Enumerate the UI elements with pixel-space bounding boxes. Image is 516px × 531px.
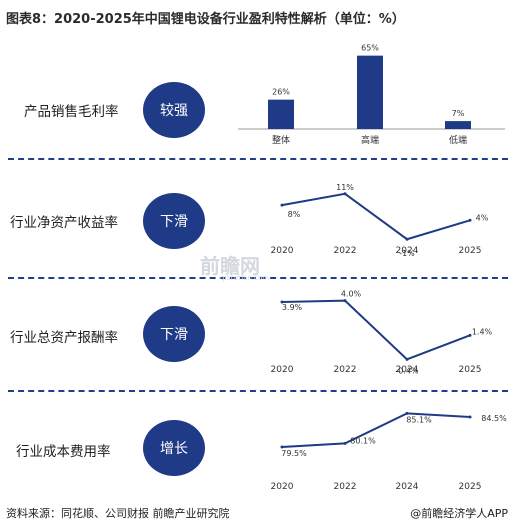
line-tick-label-3-3: 2025 [459, 482, 482, 492]
line-tick-label-1-3: 2025 [459, 246, 482, 256]
line-point-3-2 [405, 411, 409, 415]
line-point-1-1 [343, 192, 347, 196]
bar-2 [445, 121, 471, 129]
row-label-gross-margin: 产品销售毛利率 [24, 104, 119, 120]
bar-1 [357, 55, 383, 130]
line-tick-label-3-0: 2020 [271, 482, 294, 492]
line-point-3-3 [468, 415, 472, 419]
line-tick-label-1-2: 2024 [396, 246, 419, 256]
line-value-label-3-2: 85.1% [406, 415, 432, 424]
line-value-label-1-1: 11% [336, 183, 354, 192]
line-point-1-0 [280, 203, 284, 207]
line-tick-label-2-3: 2025 [459, 365, 482, 375]
bar-category-label-1: 高端 [361, 134, 379, 146]
line-series-3 [281, 412, 471, 448]
line-point-1-3 [468, 218, 472, 222]
brand-mark: @前瞻经济学人APP [410, 507, 508, 520]
line-value-label-2-3: 1.4% [472, 327, 493, 336]
line-value-label-1-0: 8% [288, 210, 301, 219]
line-point-2-1 [343, 299, 347, 303]
line-value-label-1-3: 4% [476, 213, 489, 222]
divider [8, 390, 508, 392]
watermark-logo: 前瞻网 [200, 254, 260, 278]
source-note: 资料来源：同花顺、公司财报 前瞻产业研究院 [6, 507, 230, 520]
line-point-1-2 [405, 237, 409, 241]
line-value-label-2-2: -0.4% [395, 366, 419, 375]
tag-gross-margin: 较强 [143, 82, 205, 138]
line-point-3-1 [343, 441, 347, 445]
divider [8, 277, 508, 279]
tag-roe: 下滑 [143, 193, 205, 249]
bar-category-label-0: 整体 [272, 134, 290, 146]
bar-value-label-2: 7% [452, 109, 465, 118]
line-value-label-3-1: 80.1% [350, 436, 376, 445]
line-point-2-3 [468, 333, 472, 337]
line-value-label-3-0: 79.5% [281, 449, 307, 458]
chart-title: 图表8：2020-2025年中国锂电设备行业盈利特性解析（单位：%） [6, 12, 405, 27]
line-value-label-1-2: -1% [399, 249, 415, 258]
divider [8, 158, 508, 160]
line-value-label-3-3: 84.5% [481, 414, 507, 423]
line-point-2-0 [280, 300, 284, 304]
bar-value-label-0: 26% [272, 88, 290, 97]
line-tick-label-3-1: 2022 [334, 482, 357, 492]
tag-cost-rate: 增长 [143, 420, 205, 476]
line-series-1 [281, 192, 471, 241]
line-series-2 [281, 299, 471, 361]
line-tick-label-2-1: 2022 [334, 365, 357, 375]
tag-roa: 下滑 [143, 306, 205, 362]
watermark-url: qianzhan.com [220, 274, 270, 282]
line-point-3-0 [280, 445, 284, 449]
line-tick-label-2-0: 2020 [271, 365, 294, 375]
row-label-roe: 行业净资产收益率 [10, 215, 118, 231]
line-tick-label-3-2: 2024 [396, 482, 419, 492]
bar-category-label-2: 低端 [449, 134, 467, 146]
line-tick-label-2-2: 2024 [396, 365, 419, 375]
bar-0 [268, 99, 294, 129]
line-value-label-2-0: 3.9% [282, 303, 303, 312]
line-tick-label-1-0: 2020 [271, 246, 294, 256]
line-value-label-2-1: 4.0% [341, 290, 362, 299]
row-label-cost-rate: 行业成本费用率 [16, 444, 111, 460]
line-point-2-2 [405, 357, 409, 361]
bar-value-label-1: 65% [361, 44, 379, 53]
row-label-roa: 行业总资产报酬率 [10, 330, 118, 346]
line-tick-label-1-1: 2022 [334, 246, 357, 256]
